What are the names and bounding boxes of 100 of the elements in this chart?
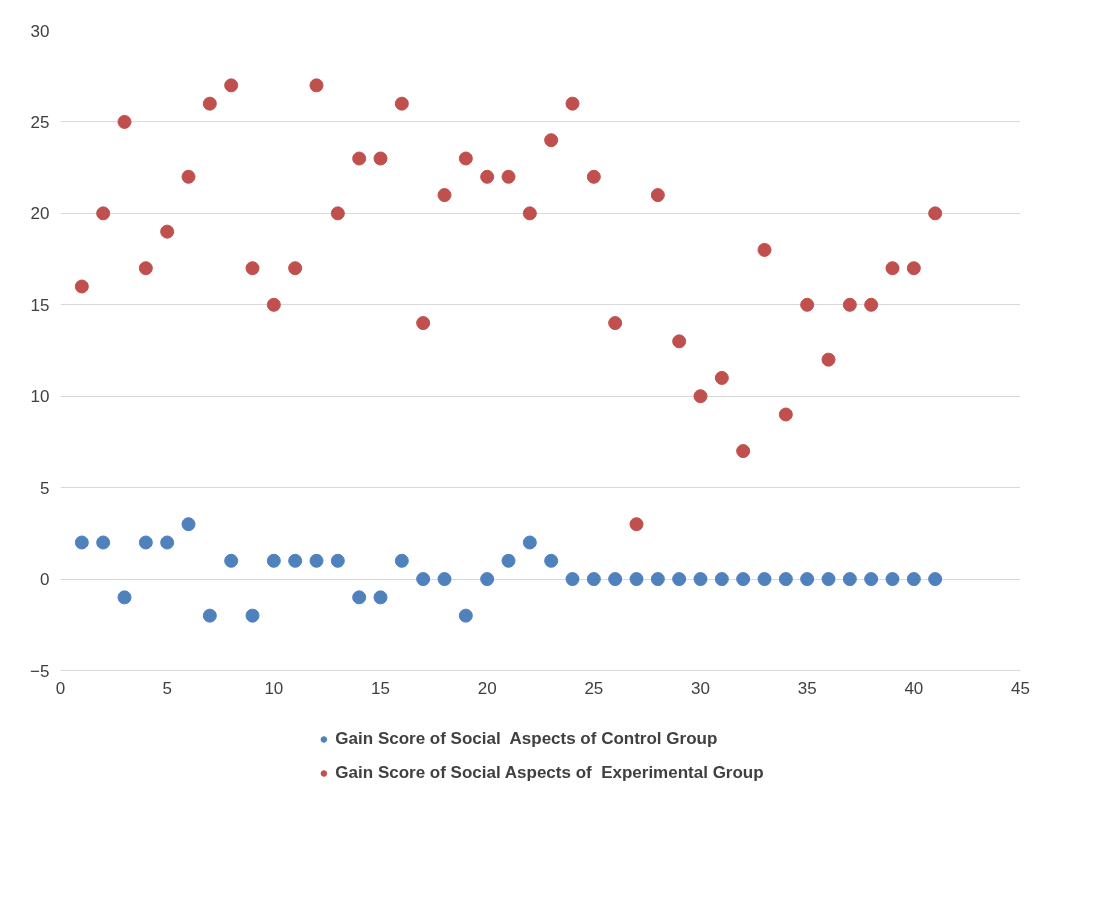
point (778, 572, 793, 587)
point (608, 572, 623, 587)
point (309, 78, 324, 93)
point (160, 535, 175, 550)
point (714, 572, 729, 587)
point (117, 114, 132, 129)
point (437, 572, 452, 587)
point (96, 206, 111, 221)
point (928, 572, 943, 587)
point (458, 608, 473, 623)
point (565, 572, 580, 587)
point (864, 572, 879, 587)
point (330, 206, 345, 221)
point (864, 297, 879, 312)
x-tick-label: 35 (797, 678, 817, 698)
point (266, 297, 281, 312)
point (309, 553, 324, 568)
point (522, 535, 537, 550)
point (480, 169, 495, 184)
y-tick-label: 5 (40, 478, 50, 498)
point (138, 535, 153, 550)
point (266, 553, 281, 568)
point (928, 206, 943, 221)
point (352, 590, 367, 605)
point (672, 572, 687, 587)
point (352, 151, 367, 166)
point (437, 188, 452, 203)
y-tick-label: 15 (30, 295, 50, 315)
point (800, 572, 815, 587)
point (800, 297, 815, 312)
y-tick-label: 20 (30, 204, 50, 224)
point (181, 169, 196, 184)
point (373, 590, 388, 605)
point (501, 169, 516, 184)
point (160, 224, 175, 239)
point (778, 407, 793, 422)
point (693, 389, 708, 404)
point (74, 535, 89, 550)
point (480, 572, 495, 587)
point (416, 316, 431, 331)
x-tick-label: 15 (371, 678, 390, 698)
point (736, 444, 751, 459)
point (373, 151, 388, 166)
point (117, 590, 132, 605)
point (544, 553, 559, 568)
point (544, 133, 559, 148)
y-tick-label: 0 (40, 570, 50, 590)
point (650, 188, 665, 203)
y-tick-label: 30 (30, 21, 50, 41)
point (416, 572, 431, 587)
point (565, 96, 580, 111)
point (394, 553, 409, 568)
point (821, 352, 836, 367)
x-tick-label: 20 (477, 678, 497, 698)
point (522, 206, 537, 221)
point (288, 553, 303, 568)
point (224, 553, 239, 568)
x-tick-label: 25 (584, 678, 604, 698)
point (906, 572, 921, 587)
point (757, 242, 772, 257)
point (650, 572, 665, 587)
point (714, 370, 729, 385)
point (693, 572, 708, 587)
x-tick-label: 0 (55, 678, 66, 698)
point (394, 96, 409, 111)
point (330, 553, 345, 568)
point (74, 279, 89, 294)
point (96, 535, 111, 550)
y-tick-label: −5 (30, 661, 50, 681)
x-tick-label: 45 (1011, 678, 1030, 698)
x-tick-label: 40 (904, 678, 924, 698)
point (586, 169, 601, 184)
point (629, 517, 644, 532)
y-tick-label: 25 (30, 112, 50, 132)
point (586, 572, 601, 587)
point (672, 334, 687, 349)
point (757, 572, 772, 587)
point (245, 608, 260, 623)
point (842, 297, 857, 312)
point (202, 608, 217, 623)
point (629, 572, 644, 587)
point (842, 572, 857, 587)
point (288, 261, 303, 276)
point (458, 151, 473, 166)
y-tick-label: 10 (30, 387, 50, 407)
point (885, 261, 900, 276)
x-tick-label: 30 (691, 678, 710, 698)
point (181, 517, 196, 532)
point (821, 572, 836, 587)
legend-label: Gain Score of Social Aspects of Experimental Group (335, 763, 764, 783)
point (245, 261, 260, 276)
point (138, 261, 153, 276)
point (885, 572, 900, 587)
point (736, 572, 751, 587)
point (224, 78, 239, 93)
x-tick-label: 10 (264, 678, 284, 698)
point (906, 261, 921, 276)
point (501, 553, 516, 568)
point (608, 316, 623, 331)
point (202, 96, 217, 111)
